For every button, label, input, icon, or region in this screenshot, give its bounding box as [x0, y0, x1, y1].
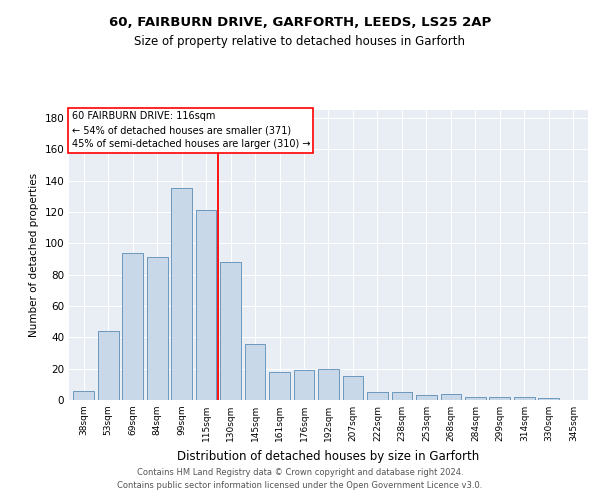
Text: Contains HM Land Registry data © Crown copyright and database right 2024.: Contains HM Land Registry data © Crown c… [137, 468, 463, 477]
Bar [465, 397, 486, 400]
Text: Size of property relative to detached houses in Garforth: Size of property relative to detached ho… [134, 34, 466, 48]
Bar [98, 331, 119, 400]
X-axis label: Distribution of detached houses by size in Garforth: Distribution of detached houses by size … [178, 450, 479, 462]
Text: 60, FAIRBURN DRIVE, GARFORTH, LEEDS, LS25 2AP: 60, FAIRBURN DRIVE, GARFORTH, LEEDS, LS2… [109, 16, 491, 29]
Bar [343, 376, 364, 400]
Bar [245, 344, 265, 400]
Bar [220, 262, 241, 400]
Bar [318, 368, 339, 400]
Bar [147, 258, 167, 400]
Text: Contains public sector information licensed under the Open Government Licence v3: Contains public sector information licen… [118, 482, 482, 490]
Bar [171, 188, 192, 400]
Text: 60 FAIRBURN DRIVE: 116sqm
← 54% of detached houses are smaller (371)
45% of semi: 60 FAIRBURN DRIVE: 116sqm ← 54% of detac… [71, 112, 310, 150]
Bar [293, 370, 314, 400]
Bar [440, 394, 461, 400]
Bar [122, 252, 143, 400]
Bar [490, 397, 510, 400]
Y-axis label: Number of detached properties: Number of detached properties [29, 173, 39, 337]
Bar [514, 397, 535, 400]
Bar [367, 392, 388, 400]
Bar [73, 390, 94, 400]
Bar [269, 372, 290, 400]
Bar [392, 392, 412, 400]
Bar [196, 210, 217, 400]
Bar [538, 398, 559, 400]
Bar [416, 396, 437, 400]
